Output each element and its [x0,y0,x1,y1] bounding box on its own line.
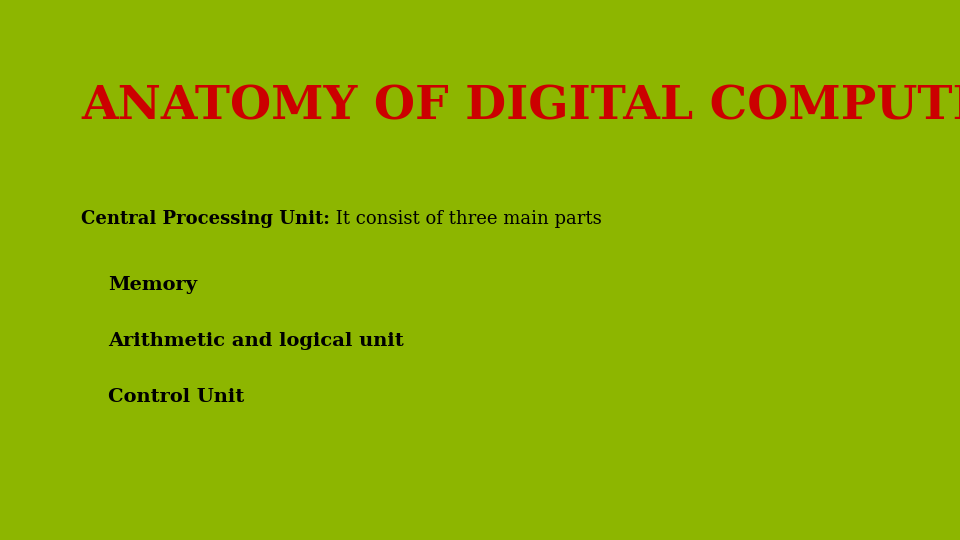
Text: Central Processing Unit:: Central Processing Unit: [82,210,330,228]
Text: It consist of three main parts: It consist of three main parts [330,210,602,228]
Text: ►: ► [82,276,96,294]
Text: ►: ► [82,388,96,407]
Text: ►: ► [82,332,96,350]
Text: Arithmetic and logical unit: Arithmetic and logical unit [108,332,404,350]
Text: Memory: Memory [108,276,198,294]
Text: ANATOMY OF DIGITAL COMPUTER: ANATOMY OF DIGITAL COMPUTER [82,84,960,130]
Text: Control Unit: Control Unit [108,388,245,407]
